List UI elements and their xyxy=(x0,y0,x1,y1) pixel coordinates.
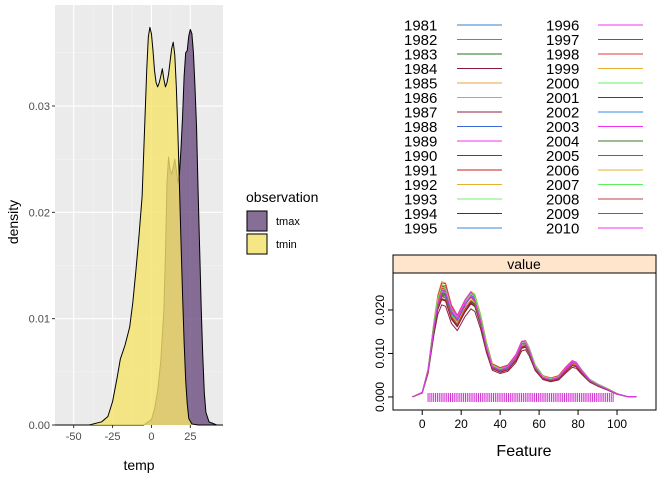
year-legend-label: 2006 xyxy=(546,163,579,180)
legend-keys: tmax tmin xyxy=(246,210,300,255)
y-tick-label: 0.03 xyxy=(29,101,50,113)
year-legend-label: 2007 xyxy=(546,177,579,194)
legend-label-tmax: tmax xyxy=(276,216,300,228)
x-tick-label: 40 xyxy=(493,417,507,431)
year-legend-label: 2000 xyxy=(546,76,579,93)
x-tick-label: 0 xyxy=(419,417,426,431)
y-tick-label: 0.02 xyxy=(29,207,50,219)
legend-key-tmax xyxy=(246,210,268,232)
year-legend-label: 1998 xyxy=(546,47,579,64)
year-legend-label: 1997 xyxy=(546,32,579,49)
left-y-axis-title: density xyxy=(5,200,21,244)
year-legend-label: 1983 xyxy=(404,47,437,64)
year-legend-label: 2009 xyxy=(546,206,579,223)
year-legend-label: 2003 xyxy=(546,119,579,136)
year-legend-label: 1986 xyxy=(404,90,437,107)
legend-label-tmin: tmin xyxy=(276,239,297,251)
y-tick-label: 0.010 xyxy=(373,338,387,368)
left-x-axis: -50 -25 0 25 xyxy=(66,425,196,443)
year-legend-label: 1987 xyxy=(404,105,437,122)
year-legend-label: 1995 xyxy=(404,221,437,238)
year-legend-label: 1993 xyxy=(404,192,437,209)
x-tick-label: 25 xyxy=(184,431,196,443)
y-tick-label: 0.020 xyxy=(373,295,387,325)
year-legend-label: 1992 xyxy=(404,177,437,194)
year-legend-label: 2001 xyxy=(546,90,579,107)
year-legend-label: 1989 xyxy=(404,134,437,151)
density-curve-2008 xyxy=(412,296,637,398)
observation-legend: observation tmax tmin xyxy=(246,189,318,255)
year-legend-label: 1999 xyxy=(546,61,579,78)
feature-density-chart: 1981198219831984198519861987198819891990… xyxy=(373,18,657,460)
right-x-axis: 0 20 40 60 80 100 xyxy=(419,410,627,431)
year-legend-label: 1984 xyxy=(404,61,437,78)
right-x-axis-title: Feature xyxy=(496,443,551,460)
legend-title: observation xyxy=(246,189,318,205)
right-plot-panel xyxy=(392,272,657,411)
x-tick-label: -50 xyxy=(66,431,82,443)
year-legend-label: 1996 xyxy=(546,18,579,35)
x-tick-label: 0 xyxy=(148,431,154,443)
year-legend-label: 2002 xyxy=(546,105,579,122)
left-y-axis: 0.00 0.01 0.02 0.03 xyxy=(29,101,55,432)
year-legend-label: 2008 xyxy=(546,192,579,209)
left-density-areas xyxy=(55,26,223,426)
right-y-axis: 0.000 0.010 0.020 xyxy=(373,295,393,412)
year-legend-label: 1981 xyxy=(404,18,437,35)
year-legend-label: 2004 xyxy=(546,134,579,151)
density-curve-2010 xyxy=(412,291,637,398)
rug-marks xyxy=(427,392,614,402)
legend-key-tmin xyxy=(246,233,268,255)
year-legend-label: 1982 xyxy=(404,32,437,49)
left-x-axis-title: temp xyxy=(123,457,154,473)
strip-label: value xyxy=(507,256,541,272)
year-legend-label: 2010 xyxy=(546,221,579,238)
density-area-tmin xyxy=(55,26,223,426)
y-tick-label: 0.01 xyxy=(29,314,50,326)
density-curve-1994 xyxy=(412,299,637,398)
right-density-curves xyxy=(412,281,637,398)
y-tick-label: 0.00 xyxy=(29,420,50,432)
year-legend-label: 1991 xyxy=(404,163,437,180)
x-tick-label: 60 xyxy=(532,417,546,431)
x-tick-label: 100 xyxy=(607,417,627,431)
year-legend-label: 2005 xyxy=(546,148,579,165)
year-legend-label: 1985 xyxy=(404,76,437,93)
x-tick-label: 20 xyxy=(455,417,469,431)
temp-density-chart: 0.000.010.020.03 -50 -25 0 25 temp density … xyxy=(5,5,318,473)
year-legend-label: 1990 xyxy=(404,148,437,165)
year-legend-label: 1994 xyxy=(404,206,437,223)
density-curve-1987 xyxy=(412,304,637,398)
year-legend-label: 1988 xyxy=(404,119,437,136)
x-tick-label: 80 xyxy=(571,417,585,431)
y-tick-label: 0.000 xyxy=(373,382,387,412)
year-legend: 1981198219831984198519861987198819891990… xyxy=(404,18,643,238)
x-tick-label: -25 xyxy=(105,431,121,443)
